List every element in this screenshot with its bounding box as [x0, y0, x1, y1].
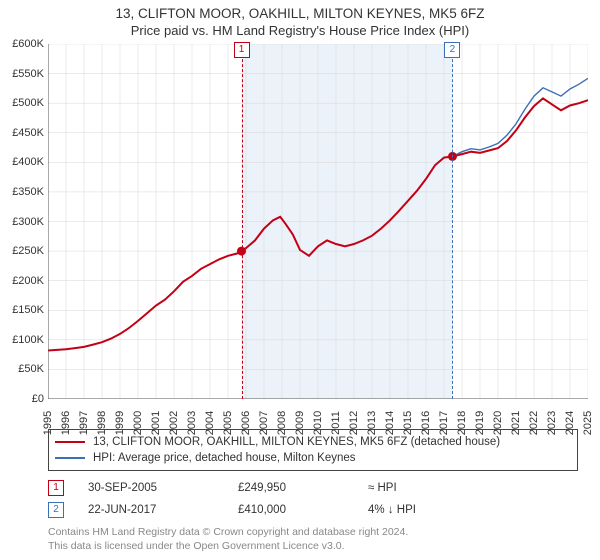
footer-line-1: Contains HM Land Registry data © Crown c…	[48, 525, 600, 539]
events-row-1: 1 30-SEP-2005 £249,950 ≈ HPI	[48, 477, 578, 499]
legend-row-hpi: HPI: Average price, detached house, Milt…	[55, 450, 571, 466]
x-tick-label: 2003	[186, 411, 198, 435]
x-tick-label: 2009	[294, 411, 306, 435]
event-price-1: £249,950	[238, 482, 368, 494]
footer-attribution: Contains HM Land Registry data © Crown c…	[48, 525, 600, 553]
event-date-1: 30-SEP-2005	[88, 482, 238, 494]
x-tick-label: 2004	[204, 411, 216, 435]
y-tick-label: £500K	[12, 97, 44, 109]
legend-label-property: 13, CLIFTON MOOR, OAKHILL, MILTON KEYNES…	[93, 436, 500, 448]
x-tick-label: 2006	[240, 411, 252, 435]
x-tick-label: 2021	[510, 411, 522, 435]
y-tick-label: £600K	[12, 38, 44, 50]
y-tick-label: £550K	[12, 68, 44, 80]
y-tick-label: £100K	[12, 334, 44, 346]
x-tick-label: 2018	[456, 411, 468, 435]
x-tick-label: 1996	[60, 411, 72, 435]
x-tick-label: 2017	[438, 411, 450, 435]
event-marker-line-2	[452, 44, 453, 399]
event-date-2: 22-JUN-2017	[88, 504, 238, 516]
event-marker-line-1	[242, 44, 243, 399]
x-tick-label: 2007	[258, 411, 270, 435]
event-marker-badge-1: 1	[234, 42, 250, 58]
legend-row-property: 13, CLIFTON MOOR, OAKHILL, MILTON KEYNES…	[55, 434, 571, 450]
event-vs-hpi-1: ≈ HPI	[368, 482, 488, 494]
x-tick-label: 2005	[222, 411, 234, 435]
event-badge-2: 2	[48, 502, 64, 518]
x-tick-label: 2008	[276, 411, 288, 435]
legend-swatch-property	[55, 441, 85, 443]
y-tick-label: £450K	[12, 127, 44, 139]
title-line-1: 13, CLIFTON MOOR, OAKHILL, MILTON KEYNES…	[0, 6, 600, 21]
x-tick-label: 2002	[168, 411, 180, 435]
event-vs-hpi-2: 4% ↓ HPI	[368, 504, 488, 516]
y-tick-label: £300K	[12, 216, 44, 228]
y-tick-label: £150K	[12, 304, 44, 316]
chart-area: £0£50K£100K£150K£200K£250K£300K£350K£400…	[48, 44, 588, 409]
x-tick-label: 2025	[582, 411, 594, 435]
chart-container: 13, CLIFTON MOOR, OAKHILL, MILTON KEYNES…	[0, 0, 600, 560]
legend-label-hpi: HPI: Average price, detached house, Milt…	[93, 452, 356, 464]
legend-swatch-hpi	[55, 457, 85, 459]
x-tick-label: 2000	[132, 411, 144, 435]
x-tick-label: 1997	[78, 411, 90, 435]
x-tick-label: 2020	[492, 411, 504, 435]
x-tick-label: 2014	[384, 411, 396, 435]
events-row-2: 2 22-JUN-2017 £410,000 4% ↓ HPI	[48, 499, 578, 521]
y-tick-label: £200K	[12, 275, 44, 287]
x-tick-label: 2022	[528, 411, 540, 435]
x-tick-label: 2023	[546, 411, 558, 435]
x-tick-label: 2016	[420, 411, 432, 435]
title-block: 13, CLIFTON MOOR, OAKHILL, MILTON KEYNES…	[0, 0, 600, 38]
x-tick-label: 1998	[96, 411, 108, 435]
title-line-2: Price paid vs. HM Land Registry's House …	[0, 23, 600, 38]
x-tick-label: 2001	[150, 411, 162, 435]
x-tick-label: 1999	[114, 411, 126, 435]
x-tick-label: 2015	[402, 411, 414, 435]
x-tick-label: 2011	[330, 411, 342, 435]
y-tick-label: £50K	[18, 363, 44, 375]
event-badge-1: 1	[48, 480, 64, 496]
footer-line-2: This data is licensed under the Open Gov…	[48, 539, 600, 553]
x-tick-label: 2013	[366, 411, 378, 435]
x-tick-label: 1995	[42, 411, 54, 435]
y-tick-label: £400K	[12, 156, 44, 168]
x-tick-label: 2012	[348, 411, 360, 435]
legend-box: 13, CLIFTON MOOR, OAKHILL, MILTON KEYNES…	[48, 429, 578, 471]
x-tick-label: 2024	[564, 411, 576, 435]
event-marker-badge-2: 2	[444, 42, 460, 58]
y-tick-label: £350K	[12, 186, 44, 198]
y-tick-label: £0	[32, 393, 44, 405]
events-table: 1 30-SEP-2005 £249,950 ≈ HPI 2 22-JUN-20…	[48, 477, 578, 521]
chart-svg	[48, 44, 588, 399]
event-price-2: £410,000	[238, 504, 368, 516]
x-tick-label: 2019	[474, 411, 486, 435]
series-hpi-line	[453, 78, 589, 156]
y-tick-label: £250K	[12, 245, 44, 257]
x-tick-label: 2010	[312, 411, 324, 435]
